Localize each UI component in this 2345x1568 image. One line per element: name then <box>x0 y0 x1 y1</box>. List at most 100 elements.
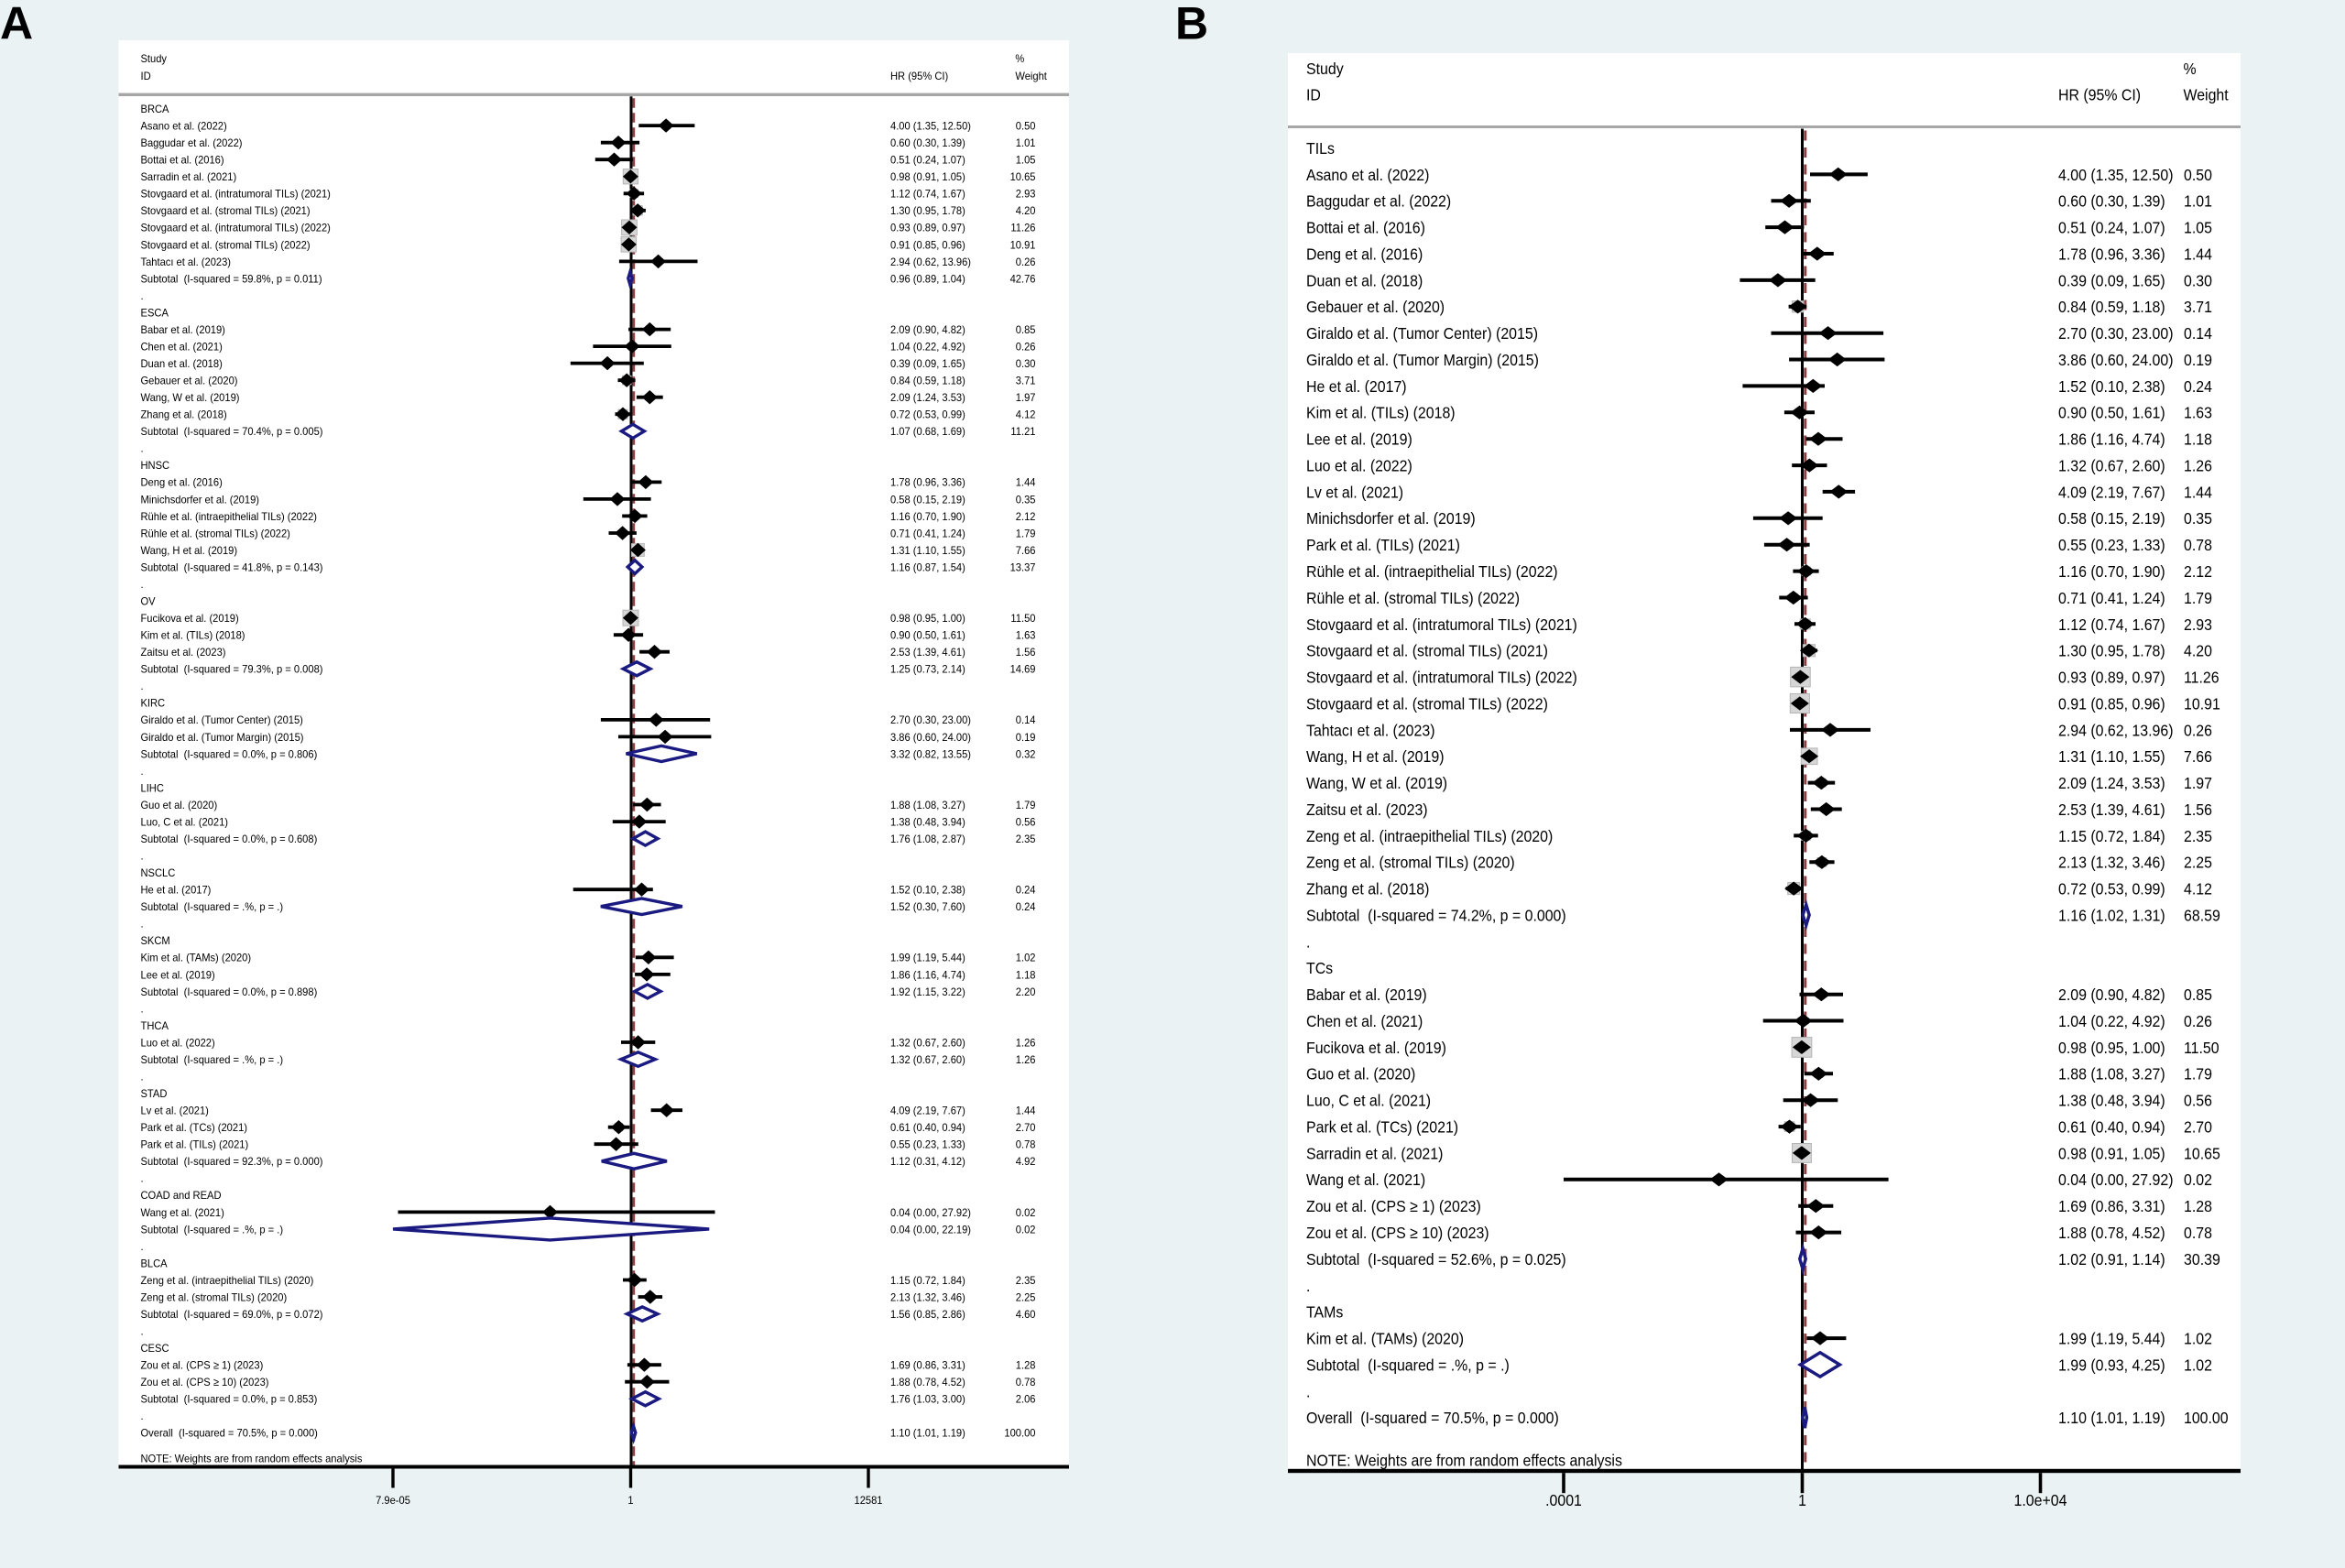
svg-text:Luo, C et al. (2021): Luo, C et al. (2021) <box>141 815 229 828</box>
svg-text:Subtotal (I-squared = 0.0%, p: Subtotal (I-squared = 0.0%, p = 0.608) <box>141 833 318 845</box>
svg-text:BRCA: BRCA <box>141 103 169 115</box>
svg-text:Zeng et al. (stromal TILs) (20: Zeng et al. (stromal TILs) (2020) <box>1306 854 1515 872</box>
svg-text:1.78 (0.96, 3.36): 1.78 (0.96, 3.36) <box>2058 245 2165 263</box>
svg-text:Chen et al. (2021): Chen et al. (2021) <box>141 340 223 353</box>
svg-text:He et al. (2017): He et al. (2017) <box>1306 377 1407 396</box>
svg-text:1.63: 1.63 <box>1016 629 1036 642</box>
svg-text:2.25: 2.25 <box>2184 854 2212 872</box>
svg-text:.: . <box>1306 1277 1310 1295</box>
svg-text:1.02 (0.91, 1.14): 1.02 (0.91, 1.14) <box>2058 1250 2165 1269</box>
svg-text:1.12 (0.74, 1.67): 1.12 (0.74, 1.67) <box>890 188 965 201</box>
svg-text:1.02: 1.02 <box>2184 1356 2212 1374</box>
svg-text:1.88 (0.78, 4.52): 1.88 (0.78, 4.52) <box>890 1376 965 1388</box>
svg-text:Rühle et al. (stromal TILs) (2: Rühle et al. (stromal TILs) (2022) <box>1306 589 1520 607</box>
svg-text:Zeng et al. (intraepithelial T: Zeng et al. (intraepithelial TILs) (2020… <box>141 1274 314 1287</box>
svg-text:Wang et al. (2021): Wang et al. (2021) <box>141 1206 224 1219</box>
svg-text:10.65: 10.65 <box>2184 1144 2220 1162</box>
svg-text:1.15 (0.72, 1.84): 1.15 (0.72, 1.84) <box>2058 827 2165 845</box>
svg-text:Fucikova et al. (2019): Fucikova et al. (2019) <box>1306 1039 1446 1057</box>
svg-text:BLCA: BLCA <box>141 1257 168 1269</box>
svg-text:0.93 (0.89, 0.97): 0.93 (0.89, 0.97) <box>2058 669 2165 687</box>
svg-text:1.04 (0.22, 4.92): 1.04 (0.22, 4.92) <box>890 340 965 353</box>
svg-text:0.85: 0.85 <box>1016 323 1036 336</box>
svg-text:1.88 (0.78, 4.52): 1.88 (0.78, 4.52) <box>2058 1224 2165 1242</box>
svg-text:0.93 (0.89, 0.97): 0.93 (0.89, 0.97) <box>890 222 965 234</box>
svg-text:1.26: 1.26 <box>1016 1036 1036 1049</box>
svg-text:He et al. (2017): He et al. (2017) <box>141 884 212 897</box>
svg-text:Rühle et al. (intraepithelial: Rühle et al. (intraepithelial TILs) (202… <box>1306 562 1558 581</box>
svg-text:0.98 (0.95, 1.00): 0.98 (0.95, 1.00) <box>890 612 965 625</box>
svg-text:10.65: 10.65 <box>1010 170 1036 183</box>
svg-text:Minichsdorfer et al. (2019): Minichsdorfer et al. (2019) <box>141 493 260 506</box>
svg-text:NOTE: Weights are from random: NOTE: Weights are from random effects an… <box>141 1452 363 1465</box>
svg-text:0.39 (0.09, 1.65): 0.39 (0.09, 1.65) <box>2058 271 2165 289</box>
svg-text:Wang, H et al. (2019): Wang, H et al. (2019) <box>1306 747 1445 766</box>
svg-text:0.32: 0.32 <box>1016 747 1036 760</box>
svg-text:Bottai et al. (2016): Bottai et al. (2016) <box>1306 219 1425 237</box>
svg-text:Subtotal (I-squared = 0.0%, p: Subtotal (I-squared = 0.0%, p = 0.898) <box>141 985 318 998</box>
svg-text:1.79: 1.79 <box>1016 799 1036 811</box>
svg-text:.: . <box>141 680 144 692</box>
svg-text:0.98 (0.91, 1.05): 0.98 (0.91, 1.05) <box>2058 1144 2165 1162</box>
svg-text:1.12 (0.31, 4.12): 1.12 (0.31, 4.12) <box>890 1155 965 1168</box>
svg-text:4.09 (2.19, 7.67): 4.09 (2.19, 7.67) <box>890 1105 965 1117</box>
svg-text:0.61 (0.40, 0.94): 0.61 (0.40, 0.94) <box>2058 1117 2165 1136</box>
svg-text:Kim et al. (TAMs) (2020): Kim et al. (TAMs) (2020) <box>141 952 252 964</box>
svg-text:Subtotal (I-squared = 79.3%,: Subtotal (I-squared = 79.3%, p = 0.008) <box>141 663 323 676</box>
svg-text:0.14: 0.14 <box>2184 324 2212 343</box>
svg-text:Asano et al. (2022): Asano et al. (2022) <box>1306 166 1429 184</box>
svg-text:Luo et al. (2022): Luo et al. (2022) <box>141 1036 215 1049</box>
svg-text:Subtotal (I-squared = .%, p =: Subtotal (I-squared = .%, p = .) <box>1306 1356 1510 1374</box>
svg-text:1.69 (0.86, 3.31): 1.69 (0.86, 3.31) <box>2058 1197 2165 1215</box>
svg-text:Kim et al. (TILs) (2018): Kim et al. (TILs) (2018) <box>141 629 245 642</box>
svg-text:0.72 (0.53, 0.99): 0.72 (0.53, 0.99) <box>2058 880 2165 898</box>
svg-text:2.13 (1.32, 3.46): 2.13 (1.32, 3.46) <box>2058 854 2165 872</box>
svg-text:0.98 (0.91, 1.05): 0.98 (0.91, 1.05) <box>890 170 965 183</box>
svg-text:0.02: 0.02 <box>2184 1171 2212 1189</box>
svg-text:Wang, H et al. (2019): Wang, H et al. (2019) <box>141 544 238 557</box>
svg-text:0.78: 0.78 <box>2184 536 2212 554</box>
svg-text:Stovgaard et al. (intratumoral: Stovgaard et al. (intratumoral TILs) (20… <box>1306 615 1577 634</box>
svg-text:0.78: 0.78 <box>1016 1376 1036 1388</box>
svg-text:.: . <box>141 918 144 931</box>
svg-text:7.9e-05: 7.9e-05 <box>376 1494 410 1507</box>
svg-text:100.00: 100.00 <box>1004 1427 1035 1440</box>
svg-text:Subtotal (I-squared = 41.8%,: Subtotal (I-squared = 41.8%, p = 0.143) <box>141 561 323 573</box>
svg-text:Gebauer et al. (2020): Gebauer et al. (2020) <box>141 375 238 387</box>
svg-text:2.93: 2.93 <box>2184 615 2212 634</box>
svg-text:Subtotal (I-squared = 59.8%,: Subtotal (I-squared = 59.8%, p = 0.011) <box>141 272 322 285</box>
svg-text:Zhang et al. (2018): Zhang et al. (2018) <box>1306 880 1429 898</box>
svg-text:.: . <box>141 765 144 778</box>
svg-text:Bottai et al. (2016): Bottai et al. (2016) <box>141 154 224 167</box>
svg-text:0.02: 0.02 <box>1016 1206 1036 1219</box>
svg-text:2.12: 2.12 <box>1016 510 1036 523</box>
svg-text:.0001: .0001 <box>1545 1491 1582 1509</box>
svg-text:Baggudar et al. (2022): Baggudar et al. (2022) <box>1306 192 1451 211</box>
svg-text:2.94 (0.62, 13.96): 2.94 (0.62, 13.96) <box>2058 721 2174 739</box>
svg-text:1.02: 1.02 <box>2184 1330 2212 1348</box>
svg-text:1.18: 1.18 <box>2184 430 2212 449</box>
svg-text:11.50: 11.50 <box>2184 1039 2220 1057</box>
svg-text:14.69: 14.69 <box>1010 663 1036 676</box>
svg-text:1.16 (0.87, 1.54): 1.16 (0.87, 1.54) <box>890 561 965 573</box>
svg-text:0.78: 0.78 <box>1016 1138 1036 1151</box>
svg-text:1.25 (0.73, 2.14): 1.25 (0.73, 2.14) <box>890 663 965 676</box>
svg-text:0.26: 0.26 <box>2184 721 2212 739</box>
svg-text:1.26: 1.26 <box>2184 456 2212 474</box>
svg-text:0.56: 0.56 <box>2184 1092 2212 1110</box>
svg-text:Fucikova et al. (2019): Fucikova et al. (2019) <box>141 612 239 625</box>
svg-text:Subtotal (I-squared = 52.6%,: Subtotal (I-squared = 52.6%, p = 0.025) <box>1306 1250 1566 1269</box>
svg-text:4.00 (1.35, 12.50): 4.00 (1.35, 12.50) <box>2058 166 2174 184</box>
svg-text:TAMs: TAMs <box>1306 1303 1343 1322</box>
svg-text:1.01: 1.01 <box>1016 136 1036 149</box>
svg-text:1.05: 1.05 <box>2184 219 2212 237</box>
svg-text:2.70: 2.70 <box>1016 1121 1036 1134</box>
svg-text:0.72 (0.53, 0.99): 0.72 (0.53, 0.99) <box>890 408 965 421</box>
svg-text:.: . <box>141 1172 144 1185</box>
svg-text:.: . <box>141 442 144 455</box>
svg-text:.: . <box>1306 1382 1310 1400</box>
svg-text:Subtotal (I-squared = 0.0%, p: Subtotal (I-squared = 0.0%, p = 0.853) <box>141 1393 318 1406</box>
svg-text:Sarradin et al. (2021): Sarradin et al. (2021) <box>141 170 237 183</box>
svg-text:Sarradin et al. (2021): Sarradin et al. (2021) <box>1306 1144 1443 1162</box>
svg-text:0.78: 0.78 <box>2184 1224 2212 1242</box>
